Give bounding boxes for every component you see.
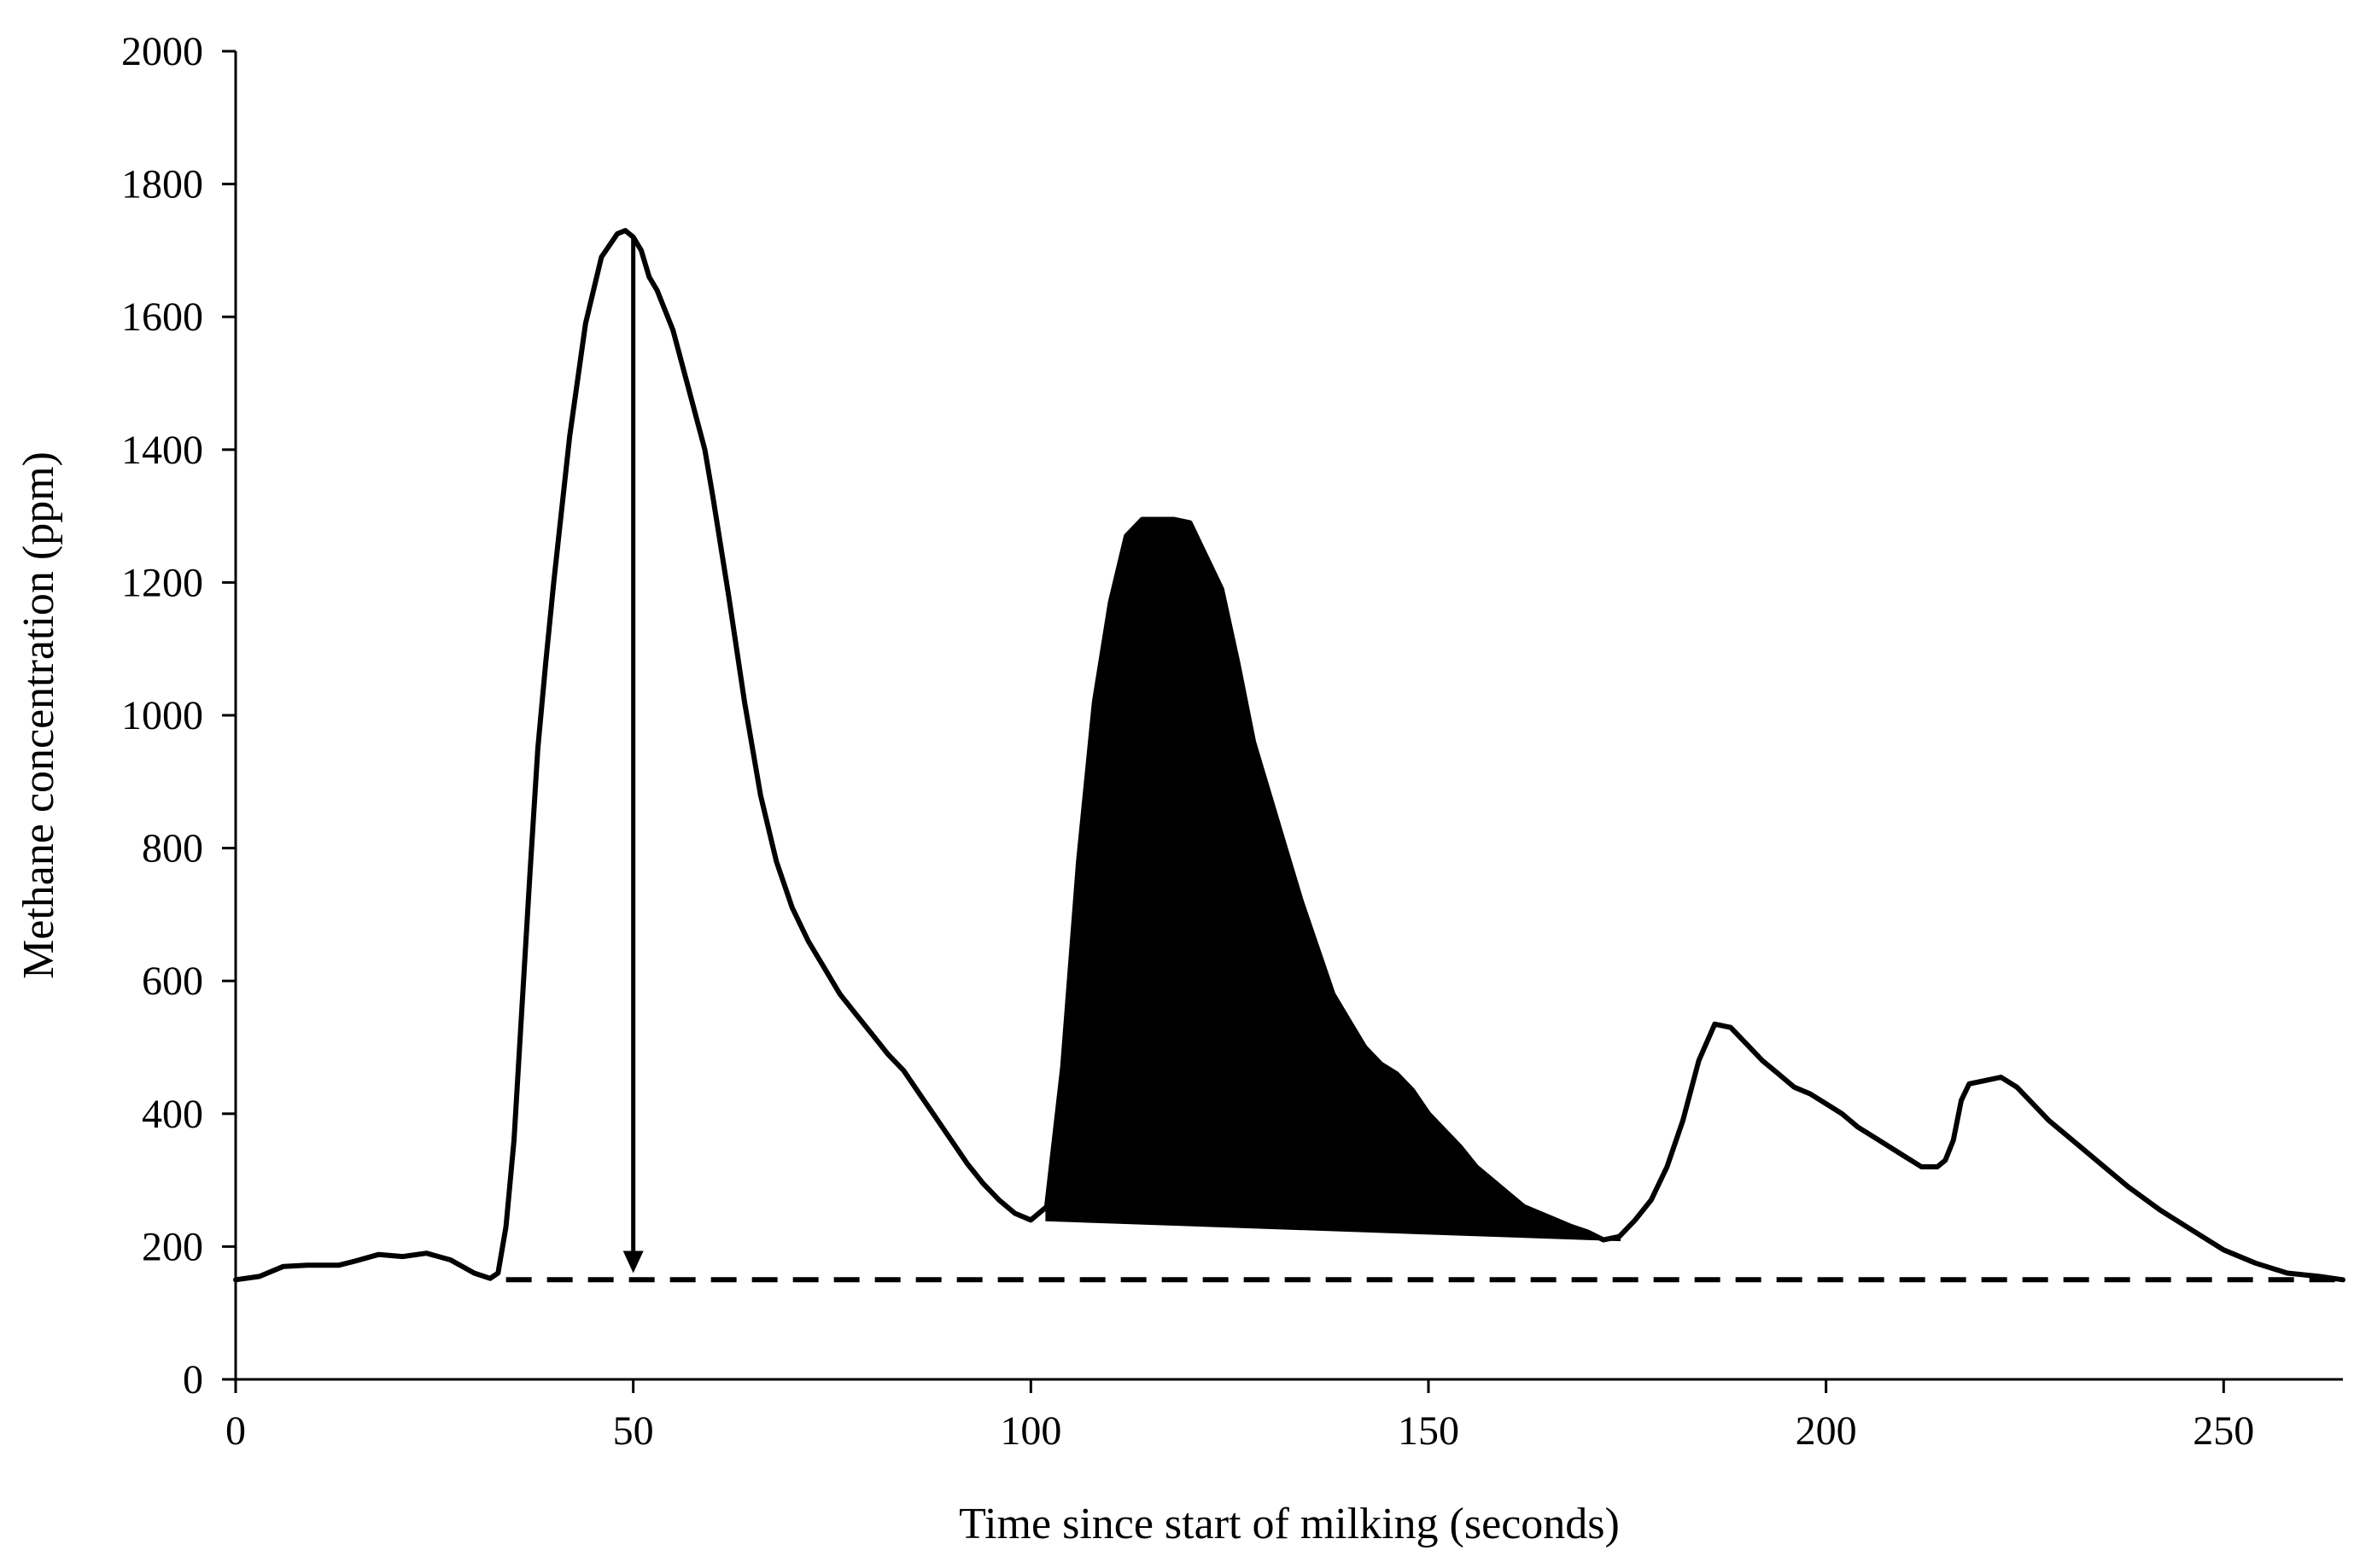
x-tick-label: 150 [1398, 1408, 1459, 1454]
y-tick-label: 1000 [121, 693, 203, 738]
x-tick-label: 0 [225, 1408, 246, 1454]
shaded-area [1045, 518, 1621, 1242]
y-tick-label: 0 [183, 1357, 203, 1402]
y-axis-title: Methane concentration (ppm) [15, 452, 63, 979]
y-tick-label: 1800 [121, 162, 203, 207]
x-tick-label: 200 [1796, 1408, 1857, 1454]
x-axis-title: Time since start of milking (seconds) [959, 1500, 1620, 1548]
methane-series-line [233, 228, 2345, 1283]
y-tick-label: 1400 [121, 428, 203, 473]
x-tick-label: 250 [2193, 1408, 2254, 1454]
arrow-head [622, 1250, 644, 1274]
x-tick-label: 100 [1000, 1408, 1061, 1454]
x-tick-label: 50 [613, 1408, 654, 1454]
y-tick-label: 1600 [121, 294, 203, 340]
y-tick-label: 400 [142, 1092, 203, 1137]
y-tick-label: 800 [142, 826, 203, 871]
y-tick-label: 600 [142, 959, 203, 1004]
y-tick-label: 200 [142, 1224, 203, 1269]
y-tick-label: 2000 [121, 29, 203, 74]
y-tick-label: 1200 [121, 560, 203, 605]
